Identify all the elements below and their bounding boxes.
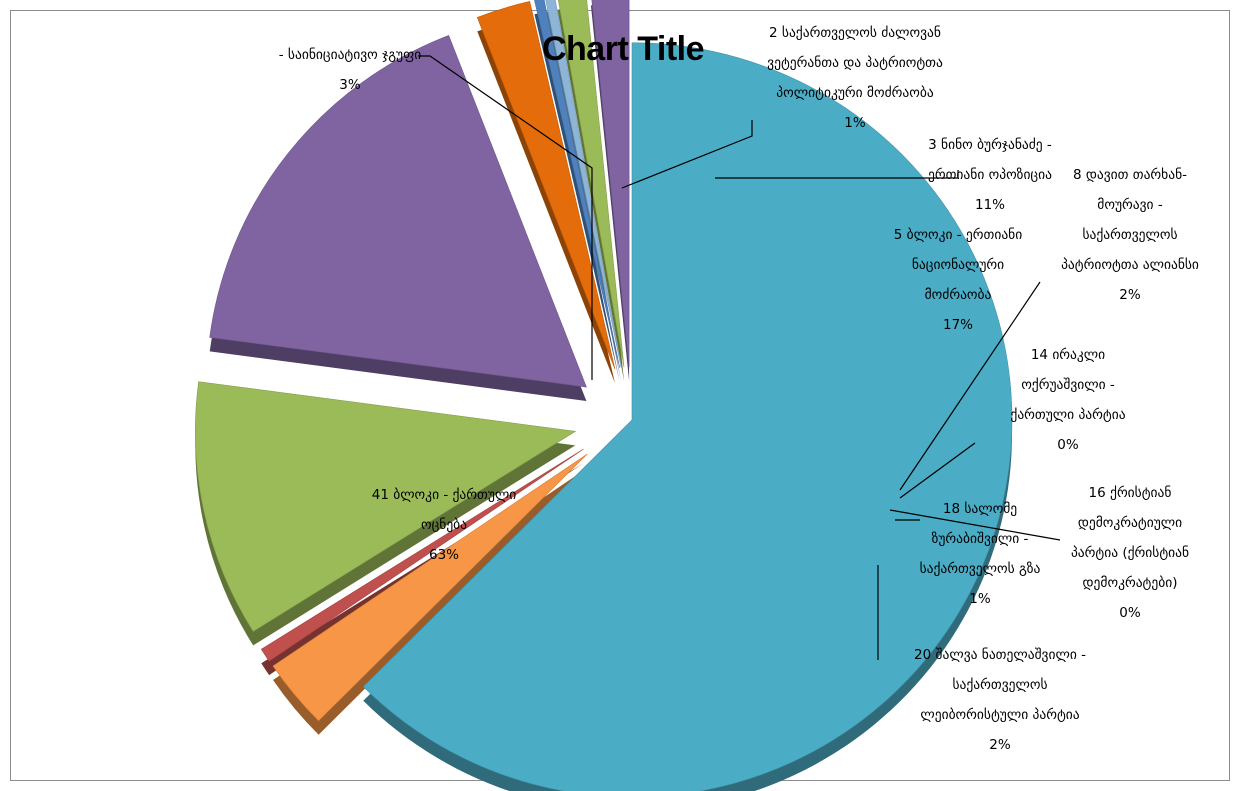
pie-slice-10: [591, 0, 630, 367]
data-label-line: 2%: [1119, 287, 1141, 303]
data-label-line: 2%: [989, 737, 1011, 753]
data-label-line: პოლიტიკური მოძრაობა: [776, 85, 934, 101]
data-label-line: ოქრუაშვილი -: [1021, 377, 1115, 393]
data-label-line: ლეიბორისტული პარტია: [920, 707, 1080, 723]
data-label-line: მოურავი -: [1097, 197, 1163, 213]
pie-slice-3: [260, 448, 584, 662]
pie-slice-8: [545, 0, 622, 368]
pie-slice-7: [534, 0, 620, 368]
data-label-line: პატრიოტთა ალიანსი: [1061, 257, 1199, 273]
data-label-line: ნაციონალური: [911, 257, 1005, 273]
data-label-line: 18 სალომე: [942, 501, 1018, 517]
data-label-line: 1%: [844, 115, 866, 131]
pie-slice-6: [476, 1, 616, 370]
data-label-line: 14 ირაკლი: [1030, 347, 1106, 363]
data-label-line: 8 დავით თარხან-: [1072, 167, 1188, 183]
data-label-3: 2 საქართველოს ძალოვან ვეტერანთა და პატრიო…: [735, 18, 975, 138]
data-label-line: მოძრაობა: [924, 287, 992, 303]
data-label-line: 41 ბლოკი - ქართული: [371, 487, 517, 503]
leader-line-2: [418, 55, 593, 380]
data-label-line: 11%: [974, 197, 1005, 213]
data-label-line: 0%: [1057, 437, 1079, 453]
data-label-line: 0%: [1119, 605, 1141, 621]
data-label-line: 20 შალვა ნათელაშვილი -: [914, 647, 1086, 663]
data-label-2: - საინიციატივო ჯგუფი 3%: [230, 40, 470, 100]
data-label-line: საქართველოს: [952, 677, 1048, 693]
data-label-1: 41 ბლოკი - ქართული ოცნება 63%: [324, 480, 564, 570]
pie-slice-side-6: [477, 15, 615, 383]
data-label-line: 2 საქართველოს ძალოვან: [769, 25, 941, 41]
data-label-line: 1%: [969, 591, 991, 607]
pie-slice-5: [209, 35, 587, 388]
data-label-line: 16 ქრისტიან: [1088, 485, 1172, 501]
data-label-8: 16 ქრისტიან დემოკრატიული პარტია (ქრისტიან დ…: [1010, 478, 1240, 628]
data-label-line: დემოკრატები): [1082, 575, 1178, 591]
chart-title: Chart Title: [541, 30, 705, 68]
data-label-line: საქართველოს: [1082, 227, 1178, 243]
data-label-line: 3 ნინო ბურჯანაძე -: [928, 137, 1052, 153]
leader-line-8: [889, 509, 1061, 541]
leader-line-3: [621, 120, 753, 189]
data-label-line: 17%: [942, 317, 973, 333]
data-label-line: 3%: [339, 77, 361, 93]
pie-slice-side-9: [557, 5, 625, 382]
data-label-6: 8 დავით თარხან-მოურავი - საქართველოს პატრი…: [1010, 160, 1240, 310]
data-label-line: საქართველოს გზა: [919, 561, 1041, 577]
data-label-line: ვეტერანთა და პატრიოტთა: [767, 55, 943, 71]
leader-line-7: [899, 442, 976, 499]
data-label-line: ერთიანი ოპოზიცია: [928, 167, 1052, 183]
data-label-9: 18 სალომე ზურაბიშვილი - საქართველოს გზა 1%: [860, 494, 1100, 614]
data-label-line: პარტია (ქრისტიან: [1070, 545, 1190, 561]
data-label-line: - საინიციატივო ჯგუფი: [278, 47, 422, 63]
data-label-line: 5 ბლოკი - ერთიანი: [893, 227, 1023, 243]
data-label-line: ოცნება: [420, 517, 468, 533]
data-label-line: 63%: [428, 547, 459, 563]
leader-line-4: [715, 170, 959, 179]
data-label-10: 20 შალვა ნათელაშვილი - საქართველოს ლეიბორი…: [880, 640, 1120, 760]
pie-slice-4: [195, 381, 577, 632]
pie-slice-9: [557, 0, 625, 368]
pie-slice-2: [272, 453, 588, 722]
data-label-line: ზურაბიშვილი -: [931, 531, 1029, 547]
data-label-5: 5 ბლოკი - ერთიანი ნაციონალური მოძრაობა 17%: [838, 220, 1078, 340]
leader-line-6: [899, 281, 1041, 491]
data-label-7: 14 ირაკლი ოქრუაშვილი - ქართული პარტია 0%: [948, 340, 1188, 460]
data-label-line: ქართული პარტია: [1010, 407, 1126, 423]
data-label-4: 3 ნინო ბურჯანაძე - ერთიანი ოპოზიცია 11%: [870, 130, 1110, 220]
pie-slice-side-7: [534, 12, 620, 382]
data-label-line: დემოკრატიული: [1077, 515, 1183, 531]
